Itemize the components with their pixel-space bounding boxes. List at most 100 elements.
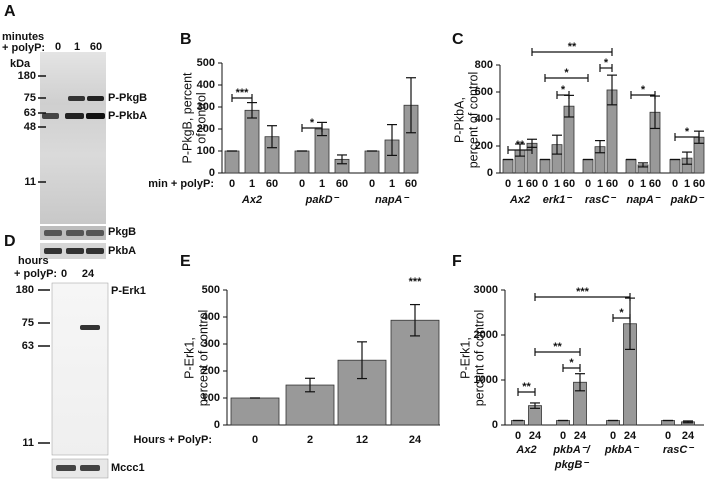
x-tick-label: 0 (229, 178, 235, 190)
blot-header: + polyP: (2, 42, 45, 54)
marker-label: 48 (24, 121, 36, 133)
error-bar (552, 134, 562, 155)
bar (582, 159, 594, 174)
lane-label: 24 (82, 268, 95, 280)
x-tick-label: 24 (529, 430, 542, 442)
x-tick-label: 0 (672, 178, 678, 190)
significance-label: ** (553, 341, 562, 353)
y-tick-label: 0 (209, 167, 215, 179)
lane-label: 1 (74, 41, 80, 53)
y-axis-label: P-PkbA, (452, 97, 466, 143)
x-tick-label: 0 (560, 430, 566, 442)
significance-label: *** (409, 276, 423, 288)
y-tick-label: 400 (197, 79, 215, 91)
bar (669, 159, 681, 174)
bar (661, 420, 675, 426)
panel-letter: E (180, 253, 191, 270)
marker-label: 75 (22, 317, 34, 329)
significance-bracket (562, 364, 581, 372)
x-tick-label: 1 (554, 178, 560, 190)
marker-label: 180 (18, 70, 36, 82)
y-tick-label: 200 (197, 123, 215, 135)
y-tick-label: 100 (197, 145, 215, 157)
error-bar (683, 420, 693, 424)
blot-bands (56, 325, 100, 471)
bar (625, 159, 637, 174)
error-bar (337, 154, 347, 165)
error-bar (638, 162, 648, 168)
error-bar (387, 123, 397, 156)
unit-label: kDa (10, 58, 31, 70)
y-tick-label: 200 (202, 365, 220, 377)
panel-letter: B (180, 31, 192, 48)
group-label: Ax2 (515, 444, 536, 456)
bar (502, 159, 514, 174)
x-tick-label: 1 (389, 178, 395, 190)
bar (390, 319, 440, 426)
x-tick-label: 0 (369, 178, 375, 190)
x-tick-label: 24 (574, 430, 587, 442)
x-tick-label: 0 (515, 430, 521, 442)
y-tick-label: 400 (202, 311, 220, 323)
significance-bracket (612, 314, 631, 322)
y-tick-label: 0 (214, 419, 220, 431)
significance-label: * (619, 307, 624, 319)
blot-membrane (40, 52, 106, 224)
significance-label: *** (576, 286, 590, 298)
error-bar (267, 125, 277, 149)
y-tick-label: 600 (475, 86, 493, 98)
panel-letter: A (4, 3, 16, 20)
x-tick-label: 1 (640, 178, 646, 190)
error-bar (305, 377, 315, 393)
significance-bracket (301, 124, 323, 132)
significance-label: ** (522, 381, 531, 393)
y-axis-label: percent of control (196, 310, 210, 407)
y-tick-label: 2000 (474, 329, 498, 341)
significance-bracket (517, 388, 536, 396)
lane-label: 60 (90, 41, 102, 53)
x-tick-label: 0 (610, 430, 616, 442)
x-tick-label: 0 (542, 178, 548, 190)
error-bar (406, 77, 416, 134)
x-tick-label: 0 (299, 178, 305, 190)
group-label: napA⁻ (375, 194, 410, 206)
error-bar (530, 402, 540, 409)
x-tick-label: 24 (624, 430, 637, 442)
x-tick-label: 60 (649, 178, 661, 190)
x-tick-label: 60 (526, 178, 538, 190)
strip-label: PkbA (108, 245, 136, 257)
x-tick-label: 1 (319, 178, 325, 190)
x-tick-label: 0 (628, 178, 634, 190)
bar (230, 397, 280, 426)
significance-bracket (531, 48, 613, 56)
y-axis-label: percent of control (466, 72, 480, 169)
significance-bracket (630, 91, 656, 99)
y-tick-label: 0 (492, 419, 498, 431)
group-label: pkbA⁻ (604, 444, 640, 456)
significance-label: * (564, 67, 569, 79)
significance-bracket (556, 91, 570, 99)
significance-bracket (507, 146, 533, 154)
y-tick-label: 100 (202, 392, 220, 404)
marker-label: 11 (24, 176, 36, 188)
significance-label: * (685, 126, 690, 138)
x-tick-label: 1 (517, 178, 523, 190)
significance-label: ** (568, 41, 577, 53)
bar (556, 420, 570, 426)
panel-letter: C (452, 31, 464, 48)
group-label: rasC⁻ (663, 444, 694, 456)
y-tick-label: 300 (202, 338, 220, 350)
significance-label: * (569, 357, 574, 369)
error-bar (357, 341, 367, 380)
error-bar (410, 303, 420, 337)
error-bar (575, 373, 585, 392)
bar (606, 420, 620, 426)
strip-label: Mccc1 (111, 462, 145, 474)
band-label: P-Erk1 (111, 285, 146, 297)
marker-label: 63 (22, 340, 34, 352)
error-bar (595, 140, 605, 154)
y-axis-label: percent of control (472, 310, 486, 407)
y-tick-label: 3000 (474, 284, 498, 296)
y-axis-label: of control (194, 92, 208, 143)
y-tick-label: 500 (197, 57, 215, 69)
